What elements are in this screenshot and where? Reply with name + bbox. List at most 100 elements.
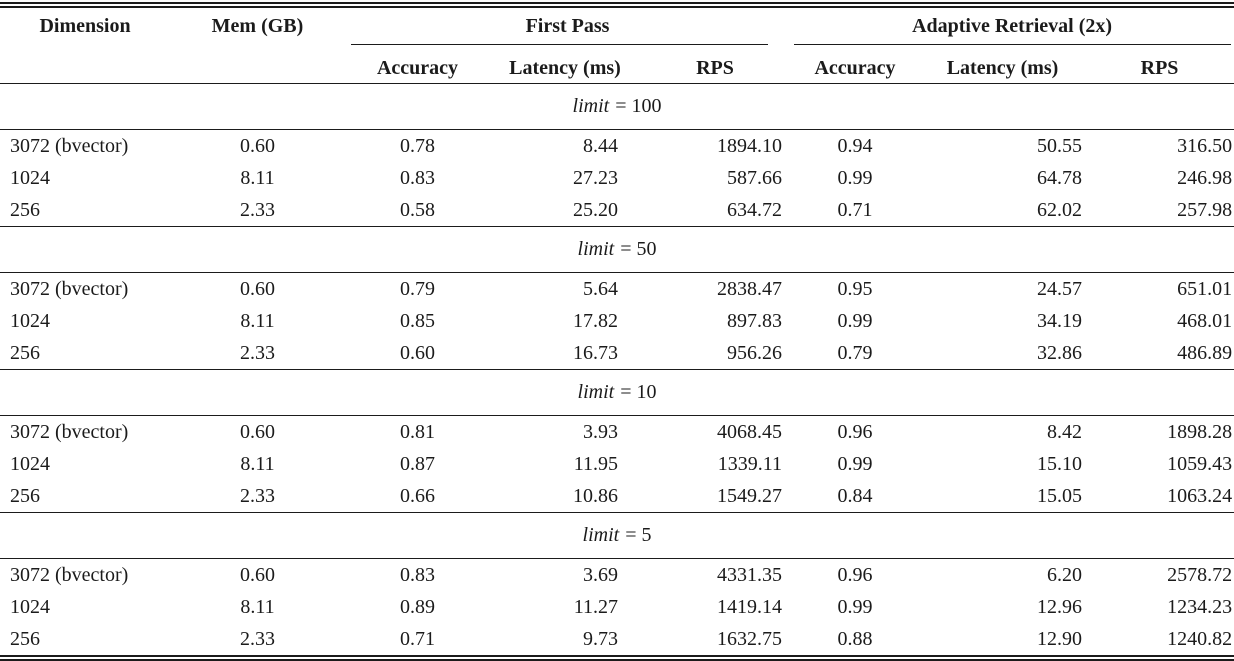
cell-ar-latency: 15.10 (1037, 452, 1083, 475)
table-row: 256 2.33 0.58 25.20 634.72 0.71 62.02 25… (0, 194, 1234, 227)
cell-dimension: 256 (10, 627, 40, 650)
cell-ar-accuracy: 0.94 (837, 134, 873, 157)
cell-ar-accuracy: 0.79 (837, 341, 873, 364)
cell-fp-rps: 1632.75 (717, 627, 783, 650)
cell-fp-accuracy: 0.81 (400, 420, 435, 443)
cell-mem: 0.60 (240, 134, 275, 157)
cell-fp-accuracy: 0.78 (400, 134, 435, 157)
table-row: 1024 8.11 0.85 17.82 897.83 0.99 34.19 4… (0, 305, 1234, 337)
cell-mem: 2.33 (240, 627, 275, 650)
cell-fp-rps: 634.72 (727, 198, 783, 221)
cell-fp-latency: 3.93 (583, 420, 618, 443)
cell-ar-rps: 1234.23 (1167, 595, 1233, 618)
cell-ar-latency: 34.19 (1037, 309, 1083, 332)
cell-mem: 2.33 (240, 484, 275, 507)
cell-dimension: 3072 (bvector) (10, 134, 129, 157)
cell-ar-rps: 246.98 (1177, 166, 1233, 189)
table-row: 256 2.33 0.71 9.73 1632.75 0.88 12.90 12… (0, 623, 1234, 655)
cell-dimension: 256 (10, 484, 40, 507)
cell-ar-accuracy: 0.71 (837, 198, 873, 221)
cell-fp-rps: 4068.45 (717, 420, 783, 443)
cell-fp-latency: 10.86 (573, 484, 618, 507)
cell-ar-accuracy: 0.99 (837, 595, 873, 618)
cell-ar-latency: 32.86 (1037, 341, 1083, 364)
limit-word: limit (577, 238, 615, 260)
table-row: 1024 8.11 0.83 27.23 587.66 0.99 64.78 2… (0, 162, 1234, 194)
subheader-fp-latency: Latency (ms) (490, 53, 640, 84)
cell-fp-rps: 1549.27 (717, 484, 783, 507)
limit-value: = 10 (620, 381, 657, 403)
cell-fp-accuracy: 0.71 (400, 627, 435, 650)
cell-fp-latency: 8.44 (583, 134, 618, 157)
limit-value: = 5 (625, 524, 652, 546)
section-limit-5-title: limit = 5 (0, 512, 1234, 559)
cell-dimension: 1024 (10, 595, 50, 618)
limit-word: limit (577, 381, 615, 403)
cell-ar-latency: 15.05 (1037, 484, 1083, 507)
limit-value: = 100 (615, 95, 662, 117)
section-limit-50: limit = 50 (0, 226, 1234, 273)
cell-ar-rps: 316.50 (1177, 134, 1233, 157)
header-mem: Mem (GB) (170, 8, 345, 84)
cell-dimension: 256 (10, 198, 40, 221)
benchmark-results-table: Dimension Mem (GB) First Pass Adaptive R… (0, 8, 1234, 655)
cell-dimension: 3072 (bvector) (10, 277, 129, 300)
cell-ar-rps: 1059.43 (1167, 452, 1233, 475)
cell-fp-accuracy: 0.66 (400, 484, 435, 507)
cell-fp-rps: 1894.10 (717, 134, 783, 157)
cell-ar-rps: 468.01 (1177, 309, 1233, 332)
cell-fp-latency: 5.64 (583, 277, 618, 300)
cell-ar-accuracy: 0.99 (837, 309, 873, 332)
limit-word: limit (582, 524, 620, 546)
table-row: 1024 8.11 0.89 11.27 1419.14 0.99 12.96 … (0, 591, 1234, 623)
cell-dimension: 1024 (10, 309, 50, 332)
header-sub-row: Accuracy Latency (ms) RPS Accuracy Laten… (0, 53, 1234, 84)
cell-ar-accuracy: 0.84 (837, 484, 873, 507)
cell-mem: 8.11 (240, 452, 275, 475)
cell-fp-accuracy: 0.89 (400, 595, 435, 618)
header-group-row: Dimension Mem (GB) First Pass Adaptive R… (0, 8, 1234, 84)
cell-ar-accuracy: 0.99 (837, 166, 873, 189)
table-top-rule (0, 2, 1234, 8)
subheader-ar-accuracy: Accuracy (790, 53, 921, 84)
cell-fp-accuracy: 0.83 (400, 166, 435, 189)
cell-fp-latency: 11.27 (573, 595, 618, 618)
header-group-adaptive-retrieval-label: Adaptive Retrieval (2x) (912, 15, 1113, 37)
cell-fp-rps: 1419.14 (717, 595, 783, 618)
cell-fp-accuracy: 0.58 (400, 198, 435, 221)
table-row: 256 2.33 0.60 16.73 956.26 0.79 32.86 48… (0, 337, 1234, 370)
cell-mem: 8.11 (240, 309, 275, 332)
cell-ar-rps: 1898.28 (1167, 420, 1233, 443)
subheader-fp-accuracy: Accuracy (345, 53, 490, 84)
cell-ar-accuracy: 0.88 (837, 627, 873, 650)
cell-fp-latency: 9.73 (583, 627, 618, 650)
table-row: 3072 (bvector) 0.60 0.81 3.93 4068.45 0.… (0, 416, 1234, 449)
section-limit-100-title: limit = 100 (0, 83, 1234, 130)
cell-fp-rps: 2838.47 (717, 277, 783, 300)
cell-dimension: 1024 (10, 166, 50, 189)
cell-dimension: 1024 (10, 452, 50, 475)
cell-fp-accuracy: 0.85 (400, 309, 435, 332)
table-row: 3072 (bvector) 0.60 0.78 8.44 1894.10 0.… (0, 130, 1234, 163)
cell-mem: 8.11 (240, 595, 275, 618)
cell-mem: 0.60 (240, 420, 275, 443)
cell-fp-rps: 897.83 (727, 309, 783, 332)
subheader-fp-rps: RPS (640, 53, 791, 84)
cell-fp-latency: 11.95 (573, 452, 618, 475)
subheader-ar-latency: Latency (ms) (920, 53, 1086, 84)
cell-mem: 0.60 (240, 277, 275, 300)
cell-fp-accuracy: 0.87 (400, 452, 435, 475)
adaptive-retrieval-cmidrule (794, 44, 1232, 45)
cell-ar-latency: 64.78 (1037, 166, 1083, 189)
header-group-first-pass-label: First Pass (525, 15, 610, 37)
table-row: 3072 (bvector) 0.60 0.83 3.69 4331.35 0.… (0, 559, 1234, 592)
subheader-ar-rps: RPS (1085, 53, 1234, 84)
cell-dimension: 3072 (bvector) (10, 420, 129, 443)
section-limit-5: limit = 5 (0, 512, 1234, 559)
limit-value: = 50 (620, 238, 657, 260)
cell-ar-accuracy: 0.96 (837, 563, 873, 586)
header-group-adaptive-retrieval: Adaptive Retrieval (2x) (790, 8, 1234, 53)
cell-ar-accuracy: 0.96 (837, 420, 873, 443)
cell-ar-rps: 486.89 (1177, 341, 1233, 364)
